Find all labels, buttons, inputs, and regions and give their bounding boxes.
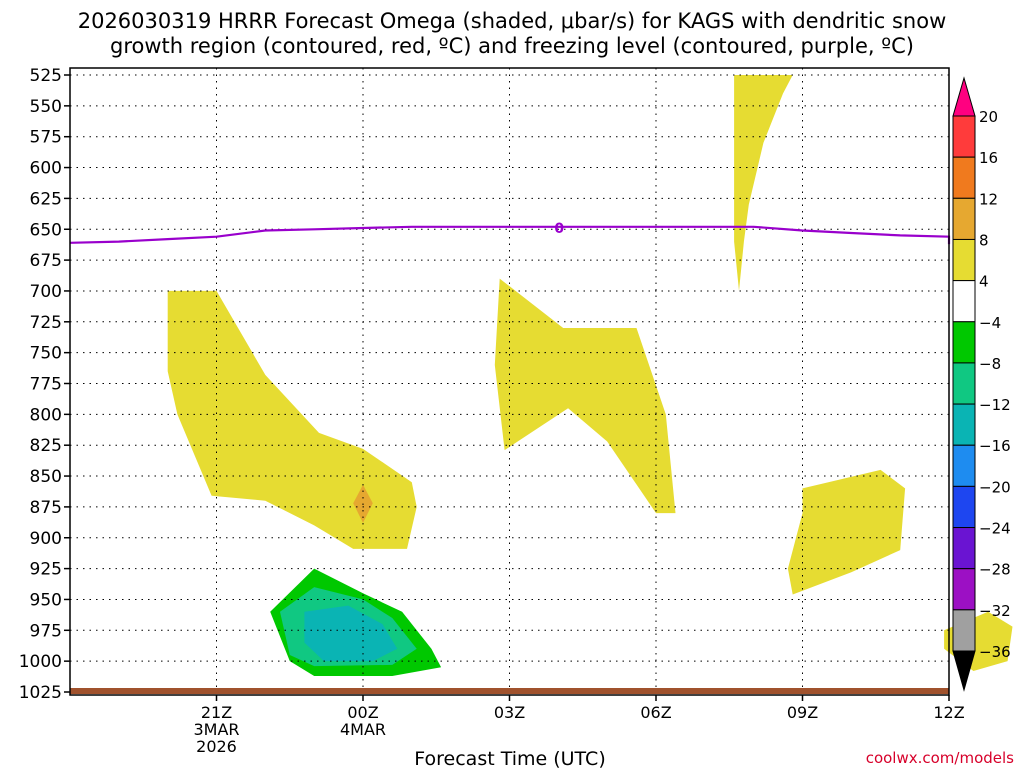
x-axis-label: Forecast Time (UTC) bbox=[414, 748, 605, 768]
colorbar-swatch-0 bbox=[952, 115, 976, 158]
y-tick-label-875: 875 bbox=[30, 498, 62, 518]
site-credit[interactable]: coolwx.com/models bbox=[866, 749, 1014, 767]
y-tick-label-550: 550 bbox=[30, 97, 62, 117]
colorbar-label-9: −20 bbox=[979, 478, 1011, 496]
y-tick-label-700: 700 bbox=[30, 282, 62, 302]
y-tick-label-1000: 1000 bbox=[19, 652, 62, 672]
colorbar-label-3: 8 bbox=[979, 231, 989, 249]
omega-region-8 bbox=[304, 605, 398, 662]
y-tick-label-800: 800 bbox=[30, 405, 62, 425]
chart-title-line2: growth region (contoured, red, ºC) and f… bbox=[110, 34, 914, 58]
pressure-axis: 525 550 575 600 625 650 675 700 725 750 775 800 825 8… bbox=[19, 66, 70, 703]
x-tick-label-3-0: 06Z bbox=[640, 703, 671, 722]
freezing-level-label: 0 bbox=[554, 221, 564, 237]
colorbar-swatch-4 bbox=[952, 280, 976, 323]
y-tick-label-600: 600 bbox=[30, 159, 62, 179]
colorbar-label-0: 20 bbox=[979, 108, 998, 126]
omega-region-2 bbox=[494, 278, 676, 514]
x-tick-label-2-0: 03Z bbox=[494, 703, 525, 722]
x-tick-label-4-0: 09Z bbox=[787, 703, 818, 722]
y-tick-label-850: 850 bbox=[30, 467, 62, 487]
y-tick-label-725: 725 bbox=[30, 313, 62, 333]
colorbar-top-arrow bbox=[952, 76, 976, 117]
colorbar-swatch-3 bbox=[952, 238, 976, 282]
chart-title-line1: 2026030319 HRRR Forecast Omega (shaded, … bbox=[78, 9, 947, 33]
colorbar-label-5: −4 bbox=[979, 314, 1001, 332]
y-tick-label-975: 975 bbox=[30, 621, 62, 641]
colorbar-label-7: −12 bbox=[979, 396, 1011, 414]
plot-area: 0 bbox=[69, 67, 1013, 696]
colorbar-label-12: −32 bbox=[979, 602, 1011, 620]
omega-region-3 bbox=[787, 469, 906, 595]
y-tick-label-525: 525 bbox=[30, 66, 62, 86]
y-tick-label-675: 675 bbox=[30, 251, 62, 271]
ground-surface-band bbox=[70, 688, 949, 694]
colorbar-swatch-6 bbox=[952, 362, 976, 405]
colorbar-swatch-5 bbox=[952, 321, 976, 364]
colorbar-swatch-8 bbox=[952, 444, 976, 487]
colorbar-label-10: −24 bbox=[979, 520, 1011, 538]
x-tick-label-0-0: 21Z bbox=[201, 703, 232, 722]
colorbar-label-6: −8 bbox=[979, 355, 1001, 373]
colorbar-swatch-11 bbox=[952, 568, 976, 611]
colorbar-label-8: −16 bbox=[979, 437, 1011, 455]
colorbar-swatch-7 bbox=[952, 403, 976, 446]
y-tick-label-950: 950 bbox=[30, 590, 62, 610]
colorbar-label-2: 12 bbox=[979, 190, 998, 208]
colorbar-swatch-10 bbox=[952, 527, 976, 570]
x-tick-label-1-0: 00Z bbox=[347, 703, 378, 722]
freezing-level-line bbox=[69, 225, 951, 245]
colorbar-label-1: 16 bbox=[979, 149, 998, 167]
freezing-level-contour: 0 bbox=[69, 221, 951, 245]
y-tick-label-825: 825 bbox=[30, 436, 62, 456]
colorbar-label-4: 4 bbox=[979, 273, 989, 291]
x-tick-label-1-1: 4MAR bbox=[340, 720, 386, 739]
y-tick-label-925: 925 bbox=[30, 560, 62, 580]
colorbar-swatch-2 bbox=[952, 197, 976, 240]
colorbar-swatch-12 bbox=[952, 609, 976, 652]
x-tick-label-5-0: 12Z bbox=[933, 703, 964, 722]
y-tick-label-650: 650 bbox=[30, 220, 62, 240]
colorbar-swatch-1 bbox=[952, 156, 976, 199]
colorbar-label-13: −36 bbox=[979, 643, 1011, 661]
y-tick-label-750: 750 bbox=[30, 344, 62, 364]
omega-colorbar: 20 16 12 8 4 −4 −8 −12 −16 −20 −24 −28 −32 −36 bbox=[952, 76, 1011, 692]
omega-shaded-regions bbox=[167, 75, 1013, 676]
y-tick-label-625: 625 bbox=[30, 189, 62, 209]
colorbar-swatch-9 bbox=[952, 485, 976, 529]
y-tick-label-900: 900 bbox=[30, 529, 62, 549]
x-tick-label-0-2: 2026 bbox=[196, 737, 237, 756]
y-tick-label-775: 775 bbox=[30, 375, 62, 395]
x-tick-label-0-1: 3MAR bbox=[193, 720, 239, 739]
y-tick-label-1025: 1025 bbox=[19, 683, 62, 703]
y-tick-label-575: 575 bbox=[30, 128, 62, 148]
colorbar-label-11: −28 bbox=[979, 561, 1011, 579]
omega-region-1 bbox=[167, 290, 417, 549]
colorbar-bottom-arrow bbox=[952, 650, 976, 692]
omega-region-0 bbox=[734, 75, 793, 291]
